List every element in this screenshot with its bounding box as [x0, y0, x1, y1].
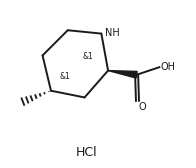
- Text: HCl: HCl: [75, 146, 97, 159]
- Polygon shape: [108, 71, 137, 78]
- Text: NH: NH: [105, 28, 120, 38]
- Text: OH: OH: [160, 62, 175, 72]
- Text: O: O: [138, 102, 146, 112]
- Text: &1: &1: [59, 72, 70, 81]
- Text: &1: &1: [83, 52, 94, 61]
